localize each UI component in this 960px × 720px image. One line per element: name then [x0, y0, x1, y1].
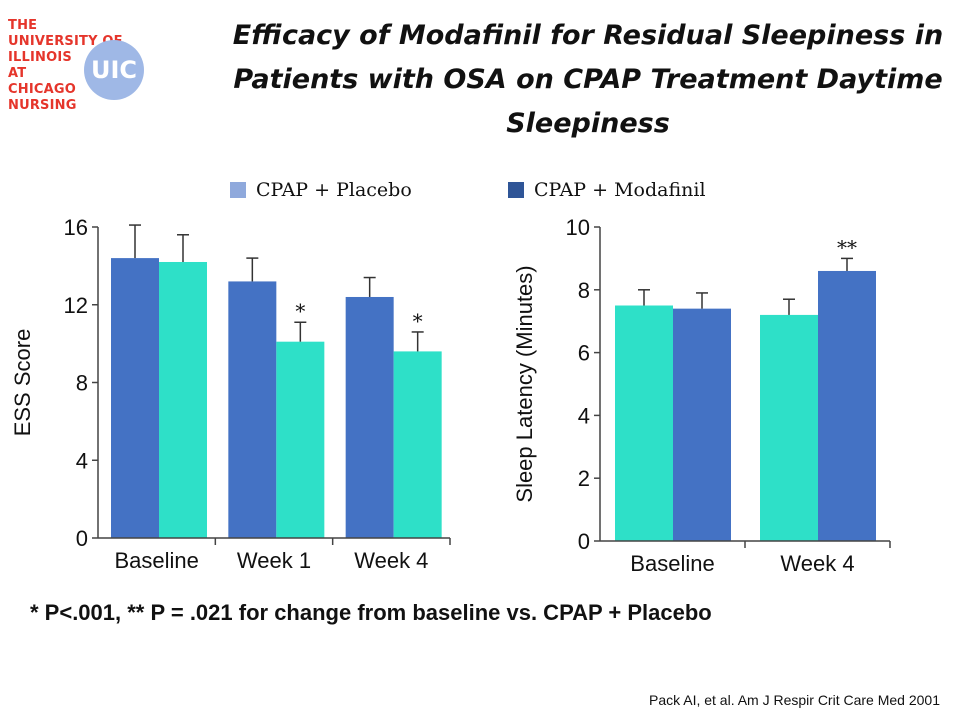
y-tick-label: 8 — [76, 371, 88, 396]
logo-line: NURSING — [8, 98, 77, 113]
logo-line: AT — [8, 66, 27, 81]
logo-line: THE — [8, 18, 38, 33]
x-category-label: Week 4 — [354, 548, 428, 573]
y-tick-label: 0 — [578, 529, 590, 554]
slide-title: Efficacy of Modafinil for Residual Sleep… — [232, 20, 944, 139]
y-tick-label: 12 — [64, 293, 88, 318]
x-category-label: Baseline — [114, 548, 198, 573]
bar — [276, 341, 325, 538]
sleep-latency-chart: Sleep Latency (Minutes) 0 2 4 6 8 10 ** Baseline… — [512, 215, 891, 576]
bar — [818, 270, 876, 541]
bar — [111, 258, 159, 538]
legend-item-placebo: CPAP + Placebo — [230, 176, 412, 204]
logo-line: CHICAGO — [8, 82, 76, 97]
ess-score-chart: ESS Score 0 4 8 12 16 * * Baseline Week 1 Week 4 — [10, 215, 451, 573]
y-tick-label: 16 — [64, 215, 88, 240]
logo-text: THE UNIVERSITY OF ILLINOIS AT CHICAGO NU… — [8, 18, 123, 114]
significance-footnote: * P<.001, ** P = .021 for change from ba… — [30, 600, 712, 625]
x-category-label: Week 4 — [780, 551, 854, 576]
legend-item-modafinil: CPAP + Modafinil — [508, 176, 706, 204]
logo-line: UNIVERSITY OF — [8, 34, 123, 49]
y-tick-label: 10 — [566, 215, 590, 240]
y-axis-label: ESS Score — [10, 329, 35, 437]
legend-label-placebo: CPAP + Placebo — [256, 179, 412, 201]
legend-swatch-placebo — [230, 182, 246, 198]
y-tick-label: 6 — [578, 341, 590, 366]
y-tick-label: 0 — [76, 526, 88, 551]
x-category-label: Week 1 — [237, 548, 311, 573]
y-tick-label: 2 — [578, 466, 590, 491]
bar — [159, 261, 207, 538]
bar — [615, 305, 673, 541]
y-tick-label: 4 — [76, 448, 88, 473]
uic-badge: UIC — [84, 40, 144, 100]
y-axis-label: Sleep Latency (Minutes) — [512, 265, 537, 502]
legend-swatch-modafinil — [508, 182, 524, 198]
bar — [760, 314, 818, 541]
bar — [345, 296, 394, 538]
logo-line: ILLINOIS — [8, 50, 72, 65]
y-tick-label: 8 — [578, 278, 590, 303]
y-tick-label: 4 — [578, 403, 590, 428]
uic-badge-text: UIC — [90, 56, 138, 84]
bar — [393, 351, 442, 538]
significance-marker: * — [413, 309, 423, 333]
significance-marker: * — [295, 299, 305, 323]
bar — [228, 281, 277, 538]
bar — [673, 308, 731, 541]
legend-label-modafinil: CPAP + Modafinil — [534, 179, 706, 201]
uic-nursing-logo: THE UNIVERSITY OF ILLINOIS AT CHICAGO NU… — [8, 18, 148, 118]
citation: Pack AI, et al. Am J Respir Crit Care Me… — [648, 692, 940, 708]
significance-marker: ** — [837, 235, 857, 259]
x-category-label: Baseline — [630, 551, 714, 576]
